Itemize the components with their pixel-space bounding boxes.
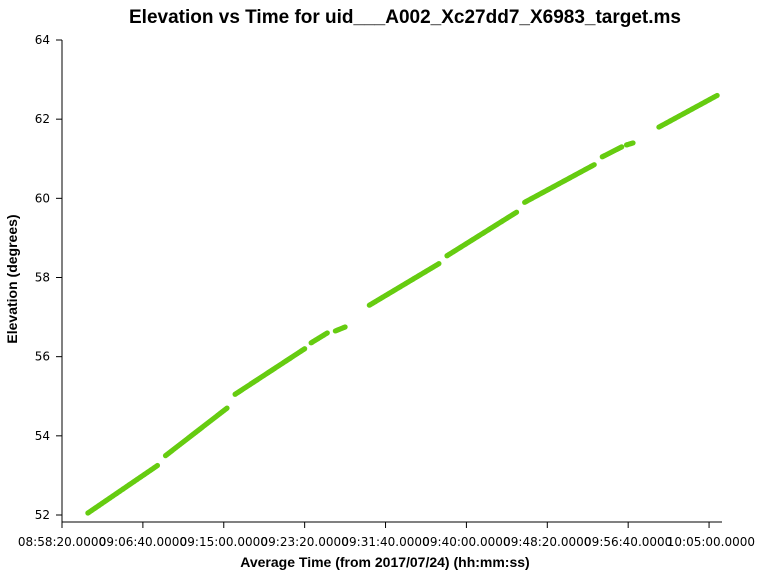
y-tick-label: 62 <box>35 112 50 126</box>
data-point <box>342 324 348 330</box>
y-tick-label: 54 <box>35 429 50 443</box>
x-tick-label: 08:58:20.0000 <box>18 535 106 549</box>
data-point <box>154 462 161 469</box>
y-tick-label: 52 <box>35 508 50 522</box>
x-tick-label: 09:06:40.0000 <box>99 535 187 549</box>
x-axis-label: Average Time (from 2017/07/24) (hh:mm:ss… <box>240 554 529 570</box>
x-tick-label: 09:15:00.0000 <box>180 535 268 549</box>
data-point <box>630 140 636 146</box>
y-axis-ticks: 52 54 56 58 60 62 64 <box>35 33 62 522</box>
data-point <box>619 144 625 150</box>
y-tick-label: 58 <box>35 271 50 285</box>
data-point <box>436 261 442 267</box>
data-point <box>513 209 520 215</box>
x-tick-label: 09:48:20.0000 <box>503 535 591 549</box>
data-point <box>224 405 230 411</box>
data-point <box>591 162 597 168</box>
y-tick-label: 64 <box>35 33 50 47</box>
data-points <box>85 92 720 516</box>
data-point <box>324 330 330 336</box>
y-tick-label: 56 <box>35 350 50 364</box>
x-tick-label: 09:23:20.0000 <box>261 535 349 549</box>
data-point <box>302 346 308 352</box>
x-tick-label: 09:31:40.0000 <box>341 535 429 549</box>
y-tick-label: 60 <box>35 191 50 205</box>
chart-title: Elevation vs Time for uid___A002_Xc27dd7… <box>129 7 681 28</box>
x-tick-label: 10:05:00.0000 <box>667 535 755 549</box>
x-axis-ticks: 08:58:20.000009:06:40.000009:15:00.00000… <box>18 522 755 549</box>
data-point <box>714 92 720 99</box>
x-tick-label: 09:40:00.0000 <box>422 535 510 549</box>
x-tick-label: 09:56:40.0000 <box>584 535 672 549</box>
y-axis-label: Elevation (degrees) <box>4 214 20 343</box>
